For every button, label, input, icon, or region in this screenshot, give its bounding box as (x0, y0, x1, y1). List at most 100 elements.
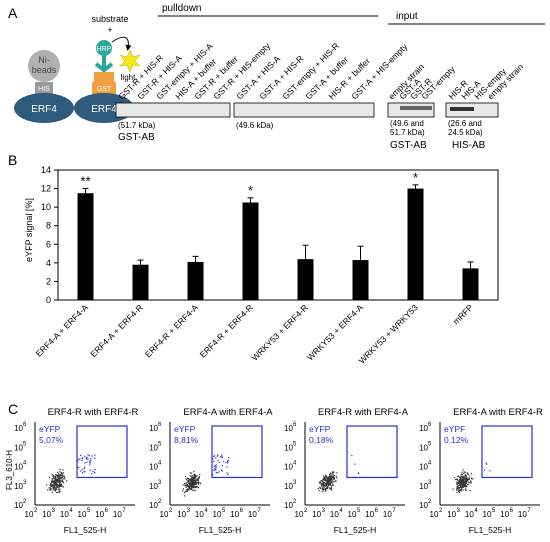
flow-plot-title: ERF4-R with ERF4-A (318, 407, 409, 418)
y-tick-label: 2 (46, 276, 51, 286)
flow-ylabel: FL3_610-H (5, 450, 14, 490)
x-category-label: ERF4-R + ERF4-R (198, 302, 255, 359)
flow-y-tick-label: 10 (419, 443, 428, 452)
flow-x-tick-exp: 7 (122, 508, 126, 514)
flow-x-tick-exp: 2 (169, 508, 173, 514)
flow-y-tick-label: 10 (149, 482, 158, 491)
flow-x-tick-label: 10 (213, 510, 222, 519)
ni-beads-label: Ni-beads (32, 55, 57, 75)
erf4-protein-left (14, 93, 74, 123)
panel-c-letter: C (8, 401, 18, 417)
antibody-shape (94, 56, 114, 73)
blot2-size: (49.6 kDa) (236, 121, 274, 130)
flow-x-tick-exp: 2 (439, 508, 443, 514)
flow-x-tick-label: 10 (95, 510, 104, 519)
y-tick-label: 12 (41, 184, 51, 194)
y-tick-label: 8 (46, 221, 51, 231)
pulldown-title: pulldown (162, 3, 201, 14)
blot4-size: (26.6 and 24.5 kDa) (448, 119, 483, 137)
flow-event-cloud (317, 455, 360, 492)
y-tick-label: 4 (46, 258, 51, 268)
flow-x-tick-label: 10 (518, 510, 527, 519)
flow-x-tick-exp: 5 (87, 508, 91, 514)
hrp-circle (96, 40, 112, 56)
flow-y-tick-label: 10 (419, 501, 428, 510)
blot3-antibody: GST-AB (390, 140, 427, 151)
x-category-label: WRKY53 + ERF4-A (305, 302, 365, 362)
flow-y-tick-label: 10 (149, 424, 158, 433)
flow-y-tick-exp: 4 (158, 461, 162, 467)
y-tick-label: 0 (46, 295, 51, 305)
substrate-label: substrate (91, 14, 128, 24)
eyfp-gate (211, 425, 263, 479)
y-tick-label: 6 (46, 239, 51, 249)
flow-y-tick-exp: 3 (293, 480, 297, 486)
x-category-label: ERF4-A + ERF4-R (88, 302, 145, 359)
x-category-label: mRFP (451, 302, 475, 326)
flow-y-tick-label: 10 (149, 501, 158, 510)
blot3-band (400, 106, 432, 110)
blot1-size: (51.7 kDa) (118, 121, 156, 130)
flow-event-cloud (452, 462, 491, 494)
x-category-label: WRKY53 + WRKY53 (357, 302, 421, 366)
input-title: input (396, 11, 418, 22)
flow-x-tick-exp: 5 (357, 508, 361, 514)
light-label: light (121, 73, 136, 82)
flow-x-tick-label: 10 (348, 510, 357, 519)
flow-y-tick-exp: 5 (428, 441, 432, 447)
flow-x-tick-exp: 4 (339, 508, 343, 514)
flow-x-tick-exp: 4 (69, 508, 73, 514)
y-tick-label: 14 (41, 165, 51, 175)
bar (462, 268, 479, 300)
flow-y-tick-label: 10 (419, 463, 428, 472)
significance-marker: * (413, 170, 418, 185)
gate-label: eYFP (174, 424, 196, 434)
flow-x-tick-label: 10 (383, 510, 392, 519)
flow-plot-title: ERF4-A with ERF4-R (453, 407, 543, 418)
flow-y-tick-exp: 2 (428, 499, 432, 505)
flow-y-tick-label: 10 (419, 424, 428, 433)
gate-label: eYFP (309, 424, 331, 434)
y-tick-label: 10 (41, 202, 51, 212)
flow-y-tick-exp: 4 (23, 461, 27, 467)
blot2-strip (233, 102, 375, 118)
flow-x-tick-exp: 7 (527, 508, 531, 514)
significance-marker: * (248, 183, 253, 198)
bar (297, 259, 314, 300)
flow-plot: ERF4-A with ERF4-A10 210 310 410 510 610 2 10 3 1… (149, 407, 273, 535)
flow-plot: ERF4-R with ERF4-A10 210 310 410 510 610 2 10 3 1… (284, 407, 409, 535)
flow-plot-title: ERF4-R with ERF4-R (48, 407, 139, 418)
x-category-label: WRKY53 + ERF4-R (250, 302, 310, 362)
flow-y-tick-exp: 6 (158, 422, 162, 428)
flow-x-tick-label: 10 (483, 510, 492, 519)
flow-x-tick-label: 10 (330, 510, 339, 519)
flow-y-tick-exp: 3 (428, 480, 432, 486)
flow-y-tick-exp: 5 (293, 441, 297, 447)
flow-x-tick-exp: 3 (52, 508, 56, 514)
flow-x-tick-label: 10 (465, 510, 474, 519)
flow-plot: ERF4-R with ERF4-R10 210 310 410 510 610 2 10 3 1… (14, 407, 138, 535)
panel-b-letter: B (8, 152, 17, 168)
x-category-label: ERF4-A + ERF4-A (34, 302, 91, 359)
significance-marker: ** (80, 174, 90, 189)
flow-x-tick-label: 10 (177, 510, 186, 519)
flow-y-tick-label: 10 (149, 463, 158, 472)
flow-y-tick-label: 10 (284, 463, 293, 472)
flow-y-tick-label: 10 (284, 482, 293, 491)
flow-x-tick-label: 10 (60, 510, 69, 519)
flow-y-tick-exp: 2 (23, 499, 27, 505)
flow-x-tick-exp: 5 (492, 508, 496, 514)
gate-label: eYPF (444, 424, 465, 434)
chart-ylabel: eYFP signal [%] (24, 198, 34, 262)
flow-x-tick-exp: 3 (322, 508, 326, 514)
flow-x-tick-exp: 4 (204, 508, 208, 514)
flow-y-tick-exp: 6 (428, 422, 432, 428)
flow-x-tick-label: 10 (42, 510, 51, 519)
his-label: HIS (38, 86, 50, 93)
flow-x-tick-label: 10 (230, 510, 239, 519)
gst-label: GST (97, 86, 112, 93)
flow-x-tick-exp: 6 (510, 508, 514, 514)
flow-y-tick-label: 10 (284, 443, 293, 452)
